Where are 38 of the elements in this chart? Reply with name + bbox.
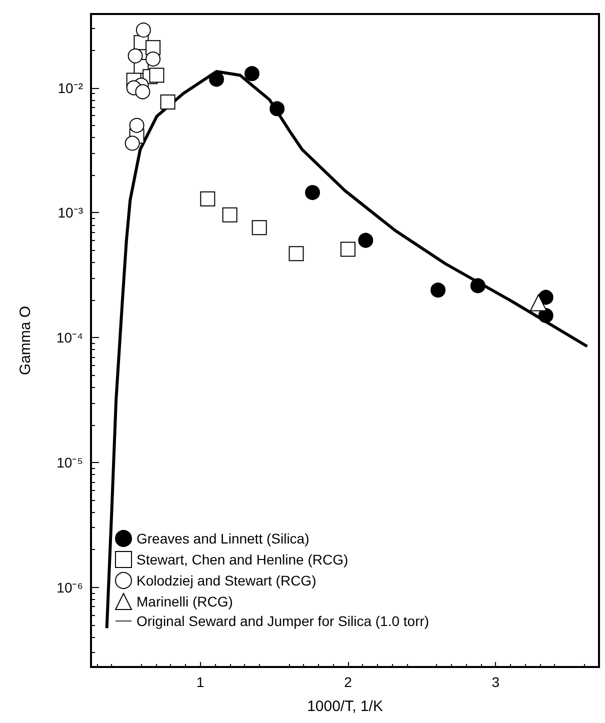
y-axis-title: Gamma O (17, 306, 34, 376)
point (135, 84, 150, 100)
y-tick-label: 10⁻⁴ (56, 330, 83, 346)
x-tick-label: 2 (344, 674, 352, 690)
point (128, 48, 143, 64)
point (244, 66, 260, 82)
point (160, 94, 176, 110)
point (288, 246, 304, 262)
point (124, 136, 140, 151)
y-tick-label: 10⁻² (58, 80, 84, 96)
point (270, 101, 285, 116)
y-tick-label: 10⁻³ (58, 204, 84, 221)
point (470, 278, 486, 294)
x-tick-label: 3 (492, 674, 500, 690)
y-tick-label: 10⁻⁶ (56, 579, 83, 596)
point (129, 118, 144, 133)
point (358, 232, 374, 248)
legend-label: Marinelli (RCG) (136, 594, 233, 610)
point (430, 282, 446, 298)
point (305, 185, 320, 200)
legend-label: Stewart, Chen and Henline (RCG) (136, 552, 348, 568)
legend-label: Greaves and Linnett (Silica) (136, 530, 310, 546)
y-tick-label: 10⁻⁵ (56, 454, 83, 470)
legend-label: Original Seward and Jumper for Silica (1.0 torr) (136, 613, 430, 629)
point (538, 308, 554, 324)
point (200, 191, 216, 206)
point (340, 242, 356, 257)
line-series (105, 70, 589, 630)
x-tick-label: 1 (196, 674, 204, 690)
point (530, 294, 547, 312)
legend-label: Kolodziej and Stewart (RCG) (136, 572, 316, 588)
point (149, 68, 164, 83)
point (209, 72, 224, 87)
x-axis-title: 1000/T, 1/K (307, 698, 383, 715)
point (136, 22, 151, 38)
point (146, 52, 161, 67)
point (222, 207, 238, 222)
point (252, 220, 267, 236)
